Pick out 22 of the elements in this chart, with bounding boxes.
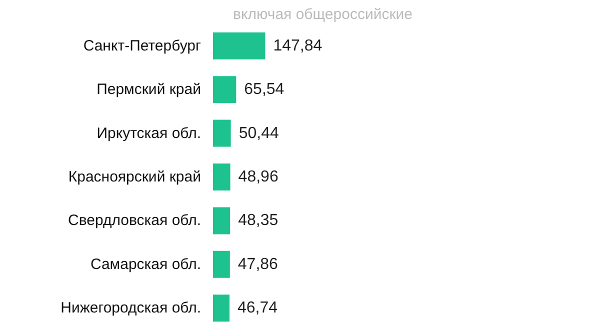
text: включая общероссийские	[233, 6, 412, 23]
data-label: 46,74	[238, 300, 278, 317]
y-tick-label: Нижегородская обл.	[60, 300, 201, 317]
y-tick-label: Красноярский край	[68, 168, 201, 186]
y-tick-label: Свердловская обл.	[68, 212, 201, 230]
data-label: 48,35	[238, 212, 278, 230]
data-label: 65,54	[244, 81, 284, 98]
bar	[213, 207, 230, 234]
bar	[213, 164, 230, 190]
data-label: 147,84	[273, 37, 322, 54]
data-label: 47,86	[238, 256, 278, 273]
y-tick-label: Пермский край	[96, 81, 201, 98]
data-label: 48,96	[238, 168, 278, 186]
bar	[213, 76, 236, 104]
data-label: 50,44	[238, 124, 279, 142]
y-tick-label: Самарская обл.	[90, 256, 201, 273]
bar	[213, 294, 230, 322]
bar	[213, 120, 231, 147]
bar	[213, 32, 266, 60]
y-tick-label: Иркутская обл.	[96, 124, 201, 142]
y-tick-label: Санкт-Петербург	[83, 37, 202, 54]
bar	[213, 250, 230, 278]
